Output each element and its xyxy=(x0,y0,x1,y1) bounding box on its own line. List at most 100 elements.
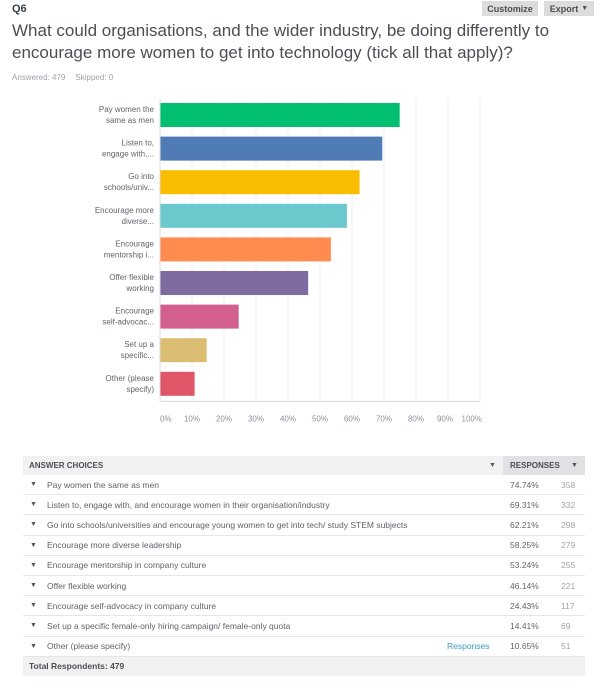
bar[interactable] xyxy=(160,338,207,363)
responses-link[interactable]: Responses xyxy=(447,641,490,652)
bar[interactable] xyxy=(160,304,239,329)
table-row: ▼ Pay women the same as men 74.74% 358 xyxy=(23,475,585,496)
customize-label: Customize xyxy=(487,3,533,14)
tick-label: 60% xyxy=(344,414,360,423)
response-count: 51 xyxy=(561,641,571,652)
answer-label: Encourage self-advocacy in company cultu… xyxy=(47,600,217,611)
category-label: Offer flexible xyxy=(109,273,154,282)
tick-label: 80% xyxy=(408,414,424,423)
category-label: same as men xyxy=(106,116,154,125)
category-labels: Pay women the same as men Listen to, engage… xyxy=(95,105,155,394)
table-row: ▼ Encourage more diverse leadership 58.25%… xyxy=(23,536,585,556)
header-responses-label: RESPONSES xyxy=(510,461,560,470)
tick-label: 50% xyxy=(312,414,328,423)
sort-caret-icon[interactable]: ▼ xyxy=(571,462,578,469)
skipped-count: Skipped: 0 xyxy=(75,73,114,82)
tick-label: 100% xyxy=(462,414,482,423)
answer-label: Pay women the same as men xyxy=(47,479,159,490)
bar[interactable] xyxy=(160,203,347,228)
expand-caret-icon[interactable]: ▼ xyxy=(30,622,37,630)
expand-caret-icon[interactable]: ▼ xyxy=(30,582,37,590)
tick-label: 20% xyxy=(216,414,232,423)
expand-caret-icon[interactable]: ▼ xyxy=(30,521,37,529)
expand-caret-icon[interactable]: ▼ xyxy=(30,561,37,569)
expand-caret-icon[interactable]: ▼ xyxy=(30,541,37,549)
table-body: ▼ Pay women the same as men 74.74% 358 ▼ List… xyxy=(23,475,585,657)
table-row: ▼ Other (please specify) Responses 10.65% 51 xyxy=(23,637,585,657)
table-row: ▼ Encourage self-advocacy in company cult… xyxy=(23,596,585,617)
expand-caret-icon[interactable]: ▼ xyxy=(30,481,37,489)
x-axis-ticks: 0% 10% 20% 30% 40% 50% 60% 70% 80% 90% 100% xyxy=(160,414,482,423)
expand-caret-icon[interactable]: ▼ xyxy=(30,642,37,650)
answered-count: Answered: 479 xyxy=(12,73,66,82)
tick-label: 30% xyxy=(248,414,264,423)
answer-label: Listen to, engage with, and encourage wo… xyxy=(47,499,330,510)
category-label: Go into xyxy=(128,172,154,181)
answer-label: Other (please specify) xyxy=(47,641,131,652)
response-percent: 62.21% xyxy=(510,519,539,530)
bar[interactable] xyxy=(160,103,400,127)
bars xyxy=(160,103,400,396)
response-percent: 46.14% xyxy=(510,580,539,591)
table-row: ▼ Go into schools/universities and encour… xyxy=(23,515,585,536)
tick-label: 70% xyxy=(376,414,392,423)
response-count: 255 xyxy=(561,560,576,571)
response-percent: 10.65% xyxy=(510,641,539,652)
expand-caret-icon[interactable]: ▼ xyxy=(30,501,37,509)
category-label: engage with,... xyxy=(102,150,154,159)
bar-chart: Pay women the same as men Listen to, engage… xyxy=(95,99,482,423)
table-row: ▼ Set up a specific female-only hiring ca… xyxy=(23,616,585,637)
question-title: What could organisations, and the wider … xyxy=(12,21,550,62)
category-label: schools/univ... xyxy=(104,183,154,192)
bar[interactable] xyxy=(160,271,309,295)
total-respondents: Total Respondents: 479 xyxy=(23,656,585,676)
response-stats: Answered: 479 Skipped: 0 xyxy=(12,73,113,82)
export-label: Export xyxy=(549,3,579,14)
response-percent: 53.24% xyxy=(510,560,539,571)
answer-label: Offer flexible working xyxy=(47,580,127,591)
answer-label: Set up a specific female-only hiring cam… xyxy=(47,620,291,631)
response-count: 279 xyxy=(561,540,576,551)
answer-label: Encourage more diverse leadership xyxy=(47,540,182,551)
tick-label: 10% xyxy=(184,414,200,423)
caret-down-icon: ▼ xyxy=(581,5,589,12)
sort-caret-icon[interactable]: ▼ xyxy=(489,462,496,469)
category-label: Set up a xyxy=(124,340,154,349)
category-label: self-advocac... xyxy=(102,318,154,327)
bar[interactable] xyxy=(160,371,195,396)
bar[interactable] xyxy=(160,237,331,262)
category-label: Listen to, xyxy=(122,139,154,148)
category-label: specific... xyxy=(121,351,154,360)
tick-label: 90% xyxy=(437,414,453,423)
response-count: 221 xyxy=(561,580,576,591)
bar[interactable] xyxy=(160,136,383,161)
response-count: 358 xyxy=(561,479,576,490)
tick-label: 0% xyxy=(160,414,172,423)
customize-button[interactable]: Customize xyxy=(482,1,538,16)
response-percent: 74.74% xyxy=(510,479,539,490)
category-label: Other (please xyxy=(106,374,155,383)
header-responses[interactable]: RESPONSES ▼ xyxy=(503,456,585,475)
category-label: specify) xyxy=(126,385,154,394)
category-label: working xyxy=(125,284,154,293)
expand-caret-icon[interactable]: ▼ xyxy=(30,602,37,610)
response-percent: 14.41% xyxy=(510,620,539,631)
bar[interactable] xyxy=(160,170,360,195)
category-label: Encourage xyxy=(115,239,154,248)
response-count: 69 xyxy=(561,620,571,631)
export-button[interactable]: Export ▼ xyxy=(544,1,594,16)
header-answer-choices[interactable]: ANSWER CHOICES xyxy=(29,461,104,470)
category-label: diverse... xyxy=(122,217,154,226)
answer-table: ANSWER CHOICES ▼ RESPONSES ▼ ▼ Pay women t… xyxy=(23,456,585,676)
category-label: mentorship i... xyxy=(104,250,154,259)
answer-label: Encourage mentorship in company culture xyxy=(47,560,207,571)
table-row: ▼ Offer flexible working 46.14% 221 xyxy=(23,576,585,597)
response-percent: 24.43% xyxy=(510,600,539,611)
category-label: Encourage xyxy=(115,307,154,316)
response-count: 332 xyxy=(561,499,576,510)
question-number: Q6 xyxy=(12,3,27,15)
response-percent: 69.31% xyxy=(510,499,539,510)
response-count: 298 xyxy=(561,519,576,530)
table-row: ▼ Listen to, engage with, and encourage w… xyxy=(23,495,585,516)
table-header: ANSWER CHOICES ▼ RESPONSES ▼ xyxy=(23,456,585,475)
